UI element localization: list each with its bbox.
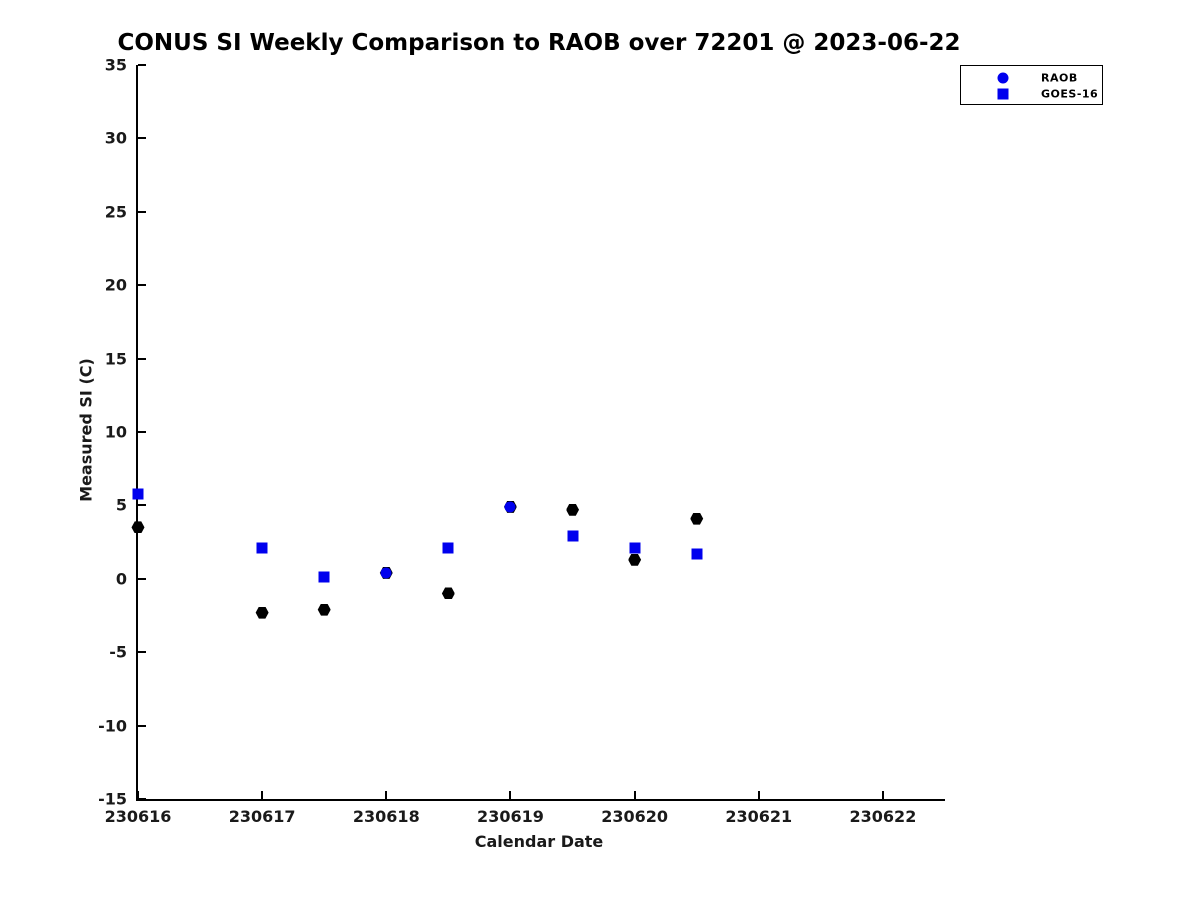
data-point-GOES-16-square — [318, 571, 330, 583]
x-tick-mark — [509, 791, 512, 799]
data-point-GOES-16-square — [691, 548, 703, 560]
y-tick-label: 5 — [115, 495, 127, 515]
y-tick-mark — [138, 431, 146, 433]
y-tick-label: 20 — [104, 275, 127, 295]
y-tick-label: 15 — [104, 349, 127, 369]
data-point-RAOB-circle — [380, 567, 392, 579]
y-tick-mark — [138, 724, 146, 727]
y-tick-mark — [138, 357, 146, 360]
x-tick-mark — [881, 791, 884, 799]
data-point-GOES-16-square — [132, 488, 144, 500]
y-tick-label: -10 — [98, 716, 127, 736]
y-tick-mark — [138, 651, 146, 654]
data-point-GOES-16-square — [256, 542, 268, 554]
x-tick-mark — [261, 791, 264, 799]
x-tick-mark — [137, 791, 139, 799]
y-tick-label: 25 — [104, 202, 127, 222]
data-point-black-unlabeled-hexagram — [131, 521, 145, 534]
y-tick-mark — [138, 284, 146, 287]
y-tick-mark — [138, 210, 146, 213]
data-point-black-unlabeled-hexagram — [690, 512, 704, 525]
data-point-black-unlabeled-hexagram — [566, 503, 580, 516]
data-point-RAOB-circle — [504, 501, 516, 513]
y-axis-label: Measured SI (C) — [76, 358, 96, 502]
x-tick-mark — [757, 791, 760, 799]
data-point-black-unlabeled-hexagram — [628, 553, 642, 566]
raob-circle-icon — [997, 72, 1009, 84]
y-tick-mark — [138, 504, 146, 507]
x-tick-label: 230622 — [849, 807, 917, 826]
x-tick-label: 230617 — [228, 807, 296, 826]
x-tick-label: 230621 — [725, 807, 793, 826]
legend-label-raob: RAOB — [1041, 71, 1078, 85]
x-tick-label: 230616 — [104, 807, 172, 826]
y-tick-label: 30 — [104, 128, 127, 148]
data-point-black-unlabeled-hexagram — [255, 606, 269, 619]
x-tick-mark — [633, 791, 636, 799]
y-tick-mark — [138, 137, 146, 140]
data-point-black-unlabeled-hexagram — [441, 587, 455, 600]
plot-area: 35 30 25 20 15 10 5 0 -5 -10 -15 230616 230617 23061… — [98, 56, 945, 826]
data-point-GOES-16-square — [629, 542, 641, 554]
x-tick-mark — [385, 791, 388, 799]
legend-label-goes16: GOES-16 — [1041, 87, 1099, 101]
y-tick-label: 35 — [104, 55, 127, 75]
x-tick-label: 230618 — [352, 807, 420, 826]
data-point-black-unlabeled-hexagram — [317, 603, 331, 616]
x-tick-label: 230620 — [601, 807, 669, 826]
data-point-GOES-16-square — [567, 530, 579, 542]
x-axis-label: Calendar Date — [474, 832, 604, 851]
y-tick-label: -15 — [98, 789, 127, 809]
chart-title: CONUS SI Weekly Comparison to RAOB over … — [117, 30, 961, 56]
y-tick-mark — [138, 577, 146, 580]
y-tick-label: -5 — [109, 642, 127, 662]
x-tick-label: 230619 — [477, 807, 544, 826]
legend-entry-raob: RAOB — [961, 70, 1102, 86]
legend-entry-goes16: GOES-16 — [961, 86, 1102, 102]
goes16-square-icon — [997, 88, 1009, 100]
y-tick-mark — [138, 64, 146, 66]
y-tick-mark — [138, 798, 146, 800]
y-tick-label: 0 — [115, 569, 127, 589]
data-point-GOES-16-square — [442, 542, 454, 554]
y-tick-label: 10 — [104, 422, 127, 442]
legend: RAOB GOES-16 — [960, 65, 1103, 105]
